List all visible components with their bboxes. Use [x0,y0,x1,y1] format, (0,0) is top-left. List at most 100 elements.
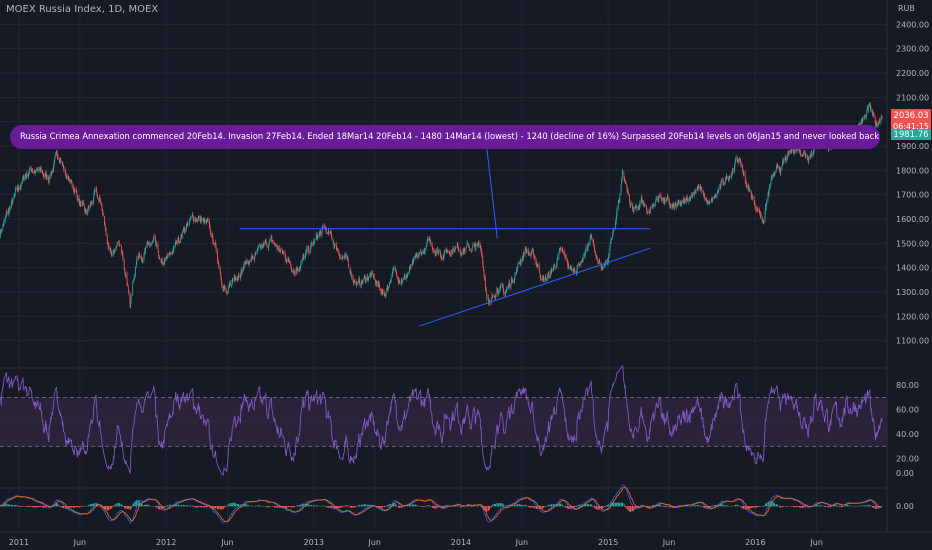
macd-histogram-bar [825,506,827,507]
macd-histogram-bar [698,505,699,507]
macd-histogram-bar [743,506,745,509]
macd-histogram-bar [336,506,338,508]
macd-histogram-bar [873,506,875,508]
macd-histogram-bar [870,505,872,507]
candle-body [771,176,773,178]
candle-body [152,239,154,241]
candle-body [209,225,211,227]
macd-histogram-bar [220,506,222,510]
candlestick-series [0,101,883,309]
candle-body [434,250,436,252]
candle-body [79,202,80,204]
macd-histogram-bar [663,506,664,507]
macd-histogram-bar [251,505,253,507]
candle-body [56,151,58,154]
macd-histogram-bar [737,505,739,507]
macd-histogram-bar [181,505,182,507]
candle-body [773,173,775,175]
macd-histogram-bar [185,505,187,507]
candle-body [100,199,101,204]
macd-histogram-bar [310,505,312,507]
candle-body [454,250,455,252]
candle-body [260,245,262,248]
candle-body [615,221,617,224]
macd-histogram-bar [381,506,382,508]
trendlines[interactable] [239,126,651,327]
candle-body [546,278,547,280]
candle-body [95,187,97,191]
candle-body [408,269,410,274]
candle-body [384,294,386,296]
candle-body [53,162,55,166]
candle-body [505,292,507,294]
candle-body [744,174,746,182]
candle-body [502,286,504,288]
macd-histogram-bar [216,506,218,509]
macd-histogram-bar [133,503,134,507]
macd-histogram-bar [543,506,545,508]
macd-histogram-bar [506,505,508,507]
candle-body [367,279,369,280]
macd-histogram-bar [497,503,499,507]
candle-body [48,180,50,183]
macd-histogram-bar [692,505,693,507]
macd-histogram-bar [79,506,81,508]
annotation-callout[interactable]: Russia Crimea Annexation commenced 20Feb… [10,125,880,149]
candle-body [658,194,660,196]
candle-body [683,199,685,201]
macd-histogram-bar [494,503,496,507]
candle-body [592,237,594,240]
currency-label[interactable]: RUB [898,4,915,13]
price-tick-label: 1600.00 [896,215,929,224]
macd-histogram-bar [541,506,543,509]
candle-body [620,184,622,195]
macd-histogram-bar [471,506,473,507]
candle-body [677,204,678,207]
candle-body [777,166,779,168]
macd-histogram-bar [74,506,76,508]
macd-histogram-bar [369,504,371,507]
candle-body [474,243,476,245]
macd-histogram-bar [16,504,18,507]
macd-histogram-bar [781,506,783,508]
candle-body [428,238,430,241]
candle-body [650,207,651,212]
macd-histogram-bar [579,504,581,507]
macd-histogram-bar [444,505,446,507]
macd-histogram-bar [339,506,341,508]
macd-histogram-bar [200,506,201,508]
macd-histogram-bar [92,503,94,507]
macd-histogram-bar [457,505,459,507]
macd-histogram-bar [329,506,331,508]
macd-histogram-bar [818,505,820,507]
candle-body [649,209,651,212]
candle-body [582,259,584,260]
candle-body [148,243,149,245]
macd-histogram-bar [686,505,688,507]
candle-body [492,295,493,296]
candle-body [153,237,155,240]
macd-histogram-bar [477,505,479,507]
candle-body [156,244,158,246]
macd-histogram-bar [530,506,532,508]
candle-body [558,251,560,257]
macd-histogram-bar [45,506,46,508]
candle-body [286,261,288,263]
candle-body [231,285,232,286]
macd-histogram-bar [170,504,171,507]
candle-body [627,189,628,191]
candle-body [700,187,701,190]
macd-histogram-bar [579,504,581,507]
macd-histogram-bar [409,504,411,507]
macd-histogram-bar [356,506,358,507]
candle-body [491,295,493,299]
macd-histogram-bar [544,506,546,507]
macd-histogram-bar [485,506,487,512]
macd-histogram-bar [163,506,165,509]
macd-histogram-bar [674,506,676,507]
candle-body [30,168,32,170]
candle-body [158,257,160,259]
candle-body [96,192,98,197]
macd-histogram-bar [351,506,353,508]
